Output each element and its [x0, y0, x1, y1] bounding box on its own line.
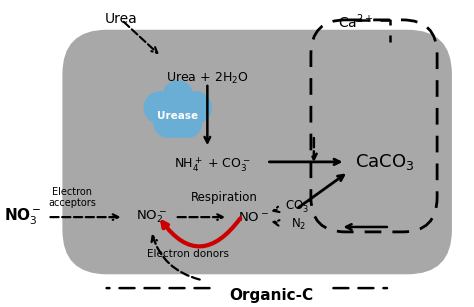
- Text: Electron
acceptors: Electron acceptors: [48, 187, 96, 208]
- Text: Urea: Urea: [105, 12, 138, 26]
- Text: Ca$^{2+}$: Ca$^{2+}$: [337, 12, 373, 31]
- Text: Urea + 2H$_2$O: Urea + 2H$_2$O: [166, 71, 249, 86]
- Text: Urease: Urease: [157, 111, 198, 121]
- Text: Organic-C: Organic-C: [229, 287, 313, 302]
- Text: NO$_3^-$: NO$_3^-$: [4, 207, 42, 227]
- Text: NO$^-$: NO$^-$: [238, 211, 269, 223]
- Circle shape: [156, 94, 200, 137]
- Circle shape: [174, 110, 201, 137]
- Text: Electron donors: Electron donors: [146, 249, 228, 258]
- Circle shape: [154, 110, 182, 137]
- Circle shape: [180, 92, 211, 123]
- Text: CaCO$_3$: CaCO$_3$: [355, 152, 415, 172]
- Text: CO$_3^-$: CO$_3^-$: [285, 198, 313, 215]
- Text: N$_2$: N$_2$: [292, 216, 307, 231]
- FancyBboxPatch shape: [63, 30, 452, 274]
- Text: NH$_4^+$ + CO$_3^-$: NH$_4^+$ + CO$_3^-$: [174, 155, 251, 174]
- Text: NO$_2^-$: NO$_2^-$: [136, 209, 167, 225]
- Circle shape: [144, 92, 176, 123]
- Text: Respiration: Respiration: [191, 192, 257, 204]
- Circle shape: [163, 81, 192, 111]
